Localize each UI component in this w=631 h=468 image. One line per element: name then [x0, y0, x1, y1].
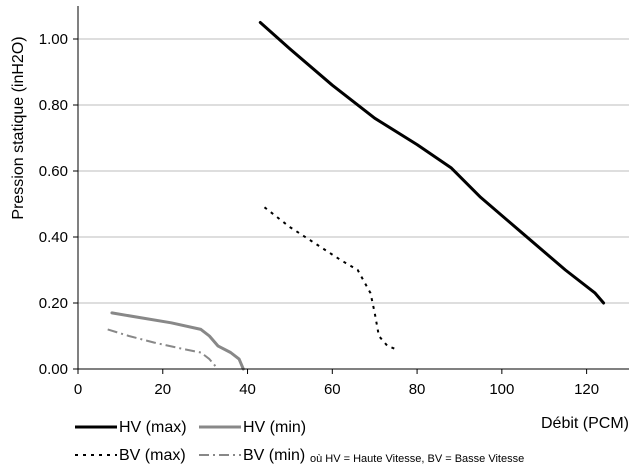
series-line — [107, 328, 219, 370]
x-tick-label: 0 — [74, 381, 82, 398]
x-tick-label: 40 — [239, 381, 256, 398]
y-tick-label: 0.60 — [39, 163, 68, 180]
y-axis-title: Pression statique (inH2O) — [10, 36, 27, 219]
x-axis-title: Débit (PCM) — [541, 415, 629, 432]
x-tick-label: 80 — [409, 381, 426, 398]
series-line — [110, 311, 245, 371]
series-line — [263, 206, 397, 351]
y-tick-label: 1.00 — [39, 31, 68, 48]
x-tick-label: 20 — [154, 381, 171, 398]
series-line — [258, 21, 606, 305]
y-tick-label: 0.80 — [39, 97, 68, 114]
x-tick-label: 60 — [324, 381, 341, 398]
tick-labels: 0.00 0.20 0.40 0.60 0.80 1.00 0 20 40 60 80 100 120 — [39, 31, 599, 398]
legend-note: où HV = Haute Vitesse, BV = Basse Vitess… — [310, 453, 524, 465]
grid-lines — [78, 38, 629, 370]
legend-label: BV (max) — [119, 447, 186, 464]
x-tick-label: 100 — [489, 381, 514, 398]
series-group — [107, 21, 606, 371]
y-tick-label: 0.40 — [39, 229, 68, 246]
legend: HV (max) HV (min) BV (max) BV (min) — [75, 419, 306, 464]
y-tick-label: 0.20 — [39, 295, 68, 312]
legend-label: HV (min) — [243, 419, 306, 436]
y-tick-label: 0.00 — [39, 361, 68, 378]
legend-label: BV (min) — [243, 447, 305, 464]
x-tick-label: 120 — [574, 381, 599, 398]
legend-label: HV (max) — [119, 419, 187, 436]
axes — [73, 6, 629, 374]
